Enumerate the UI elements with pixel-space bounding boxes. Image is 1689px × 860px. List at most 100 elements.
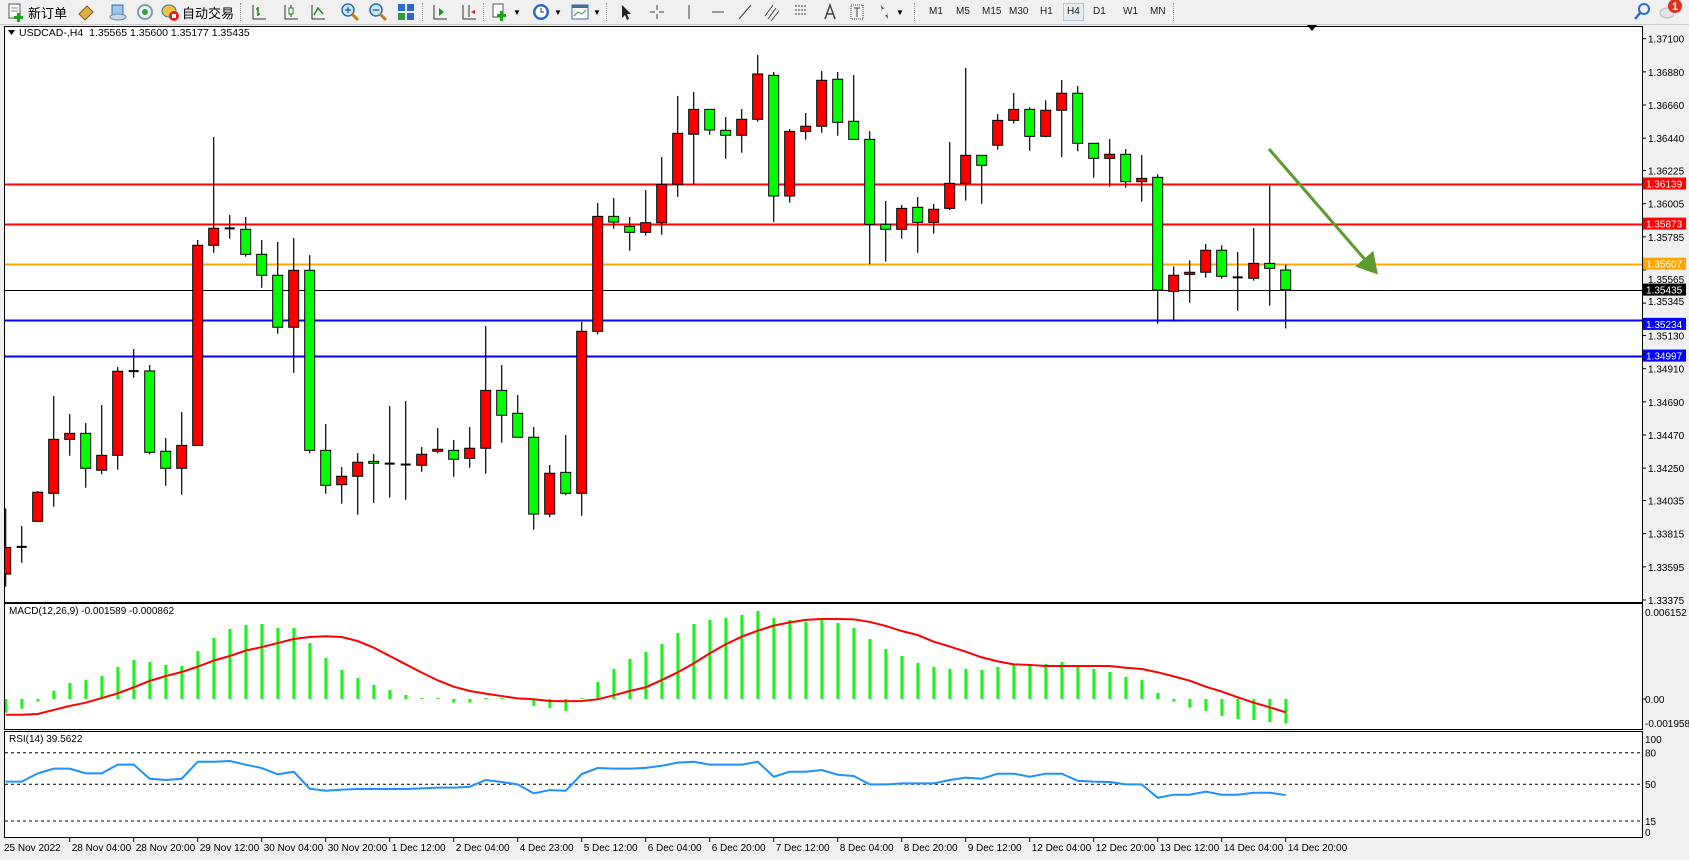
candle-body (1072, 92, 1084, 144)
candle-body (592, 215, 604, 332)
price-tick-label: 1.35345 (1648, 297, 1685, 308)
price-tick-label: 1.37100 (1648, 35, 1685, 46)
chevron-down-icon[interactable] (8, 30, 15, 35)
chevron-down-icon[interactable]: ▼ (593, 7, 601, 17)
candle-body (272, 274, 284, 328)
horizontal-line-icon (712, 11, 724, 13)
timeframe-d1[interactable]: D1 (1093, 6, 1106, 17)
candle (256, 240, 268, 288)
toolbar-separator (483, 3, 485, 21)
price-tick-label: 1.34910 (1648, 365, 1685, 376)
text-label-icon (850, 4, 864, 20)
cursor-button[interactable] (618, 2, 634, 22)
candle (400, 401, 411, 500)
new-order-icon (8, 3, 23, 22)
periods-button[interactable]: ▼ (531, 2, 562, 22)
time-label: 12 Dec 20:00 (1096, 843, 1156, 854)
candle (208, 136, 220, 253)
candle (656, 156, 668, 235)
candle-body (640, 222, 652, 233)
fibonacci-icon (795, 5, 807, 15)
text-tool-button[interactable] (823, 2, 837, 22)
new-order-label: 新订单 (28, 5, 68, 21)
chevron-down-icon[interactable]: ▼ (554, 7, 562, 17)
candle-body (1104, 153, 1116, 159)
price-tick-label: 1.35785 (1648, 233, 1685, 244)
history-button[interactable] (76, 2, 96, 22)
candle-body (96, 454, 108, 471)
autotrade-icon (161, 4, 179, 21)
signals-button[interactable] (135, 2, 155, 22)
timeframe-m5[interactable]: M5 (956, 6, 970, 17)
price-level-tags: 1.36139 1.35873 1.35607 1.35435 1.35234 1.349… (1643, 177, 1686, 363)
chevron-down-icon[interactable]: ▼ (513, 7, 521, 17)
indicators-button[interactable]: ▼ (490, 2, 521, 22)
candle-body (1248, 262, 1260, 279)
zoom-out-icon (369, 3, 388, 22)
vertical-line-button[interactable] (682, 2, 696, 22)
candle-body (432, 448, 444, 452)
candle (160, 438, 172, 486)
templates-button[interactable]: ▼ (570, 2, 601, 22)
candle-body (704, 108, 716, 131)
autotrade-button[interactable]: 自动交易 (160, 2, 234, 22)
candles (5, 54, 1292, 587)
macd-panel[interactable] (4, 603, 1643, 730)
zoom-out-button[interactable] (368, 2, 388, 22)
candle-body (112, 370, 124, 456)
zoom-in-button[interactable] (340, 2, 360, 22)
candlestick-button[interactable] (282, 2, 300, 22)
candle-body (336, 475, 348, 486)
chart-shift-marker-icon[interactable] (1307, 25, 1317, 31)
chart-shift-button[interactable] (460, 2, 478, 22)
arrows-button[interactable]: ▼ (877, 2, 904, 22)
candle-body (144, 370, 156, 453)
rsi-tick-label: 80 (1645, 749, 1657, 760)
candle (1104, 139, 1116, 187)
autoscroll-button[interactable] (431, 2, 449, 22)
candle (496, 365, 508, 443)
tile-windows-button[interactable] (396, 2, 416, 22)
horizontal-line-button[interactable] (709, 2, 727, 22)
new-order-button[interactable]: 新订单 (6, 2, 67, 22)
equidistant-channel-button[interactable] (763, 2, 781, 22)
time-label: 4 Dec 23:00 (520, 843, 574, 854)
candle-body (864, 138, 876, 225)
search-button[interactable] (1633, 2, 1651, 22)
fibonacci-button[interactable] (792, 2, 810, 22)
timeframe-m30[interactable]: M30 (1009, 6, 1029, 17)
candle-body (800, 125, 812, 132)
candle (128, 348, 139, 378)
crosshair-icon (650, 5, 664, 19)
time-label: 6 Dec 04:00 (648, 843, 702, 854)
candle (784, 128, 796, 203)
time-label: 5 Dec 12:00 (584, 843, 638, 854)
market-watch-button[interactable] (108, 2, 128, 22)
timeframe-m15[interactable]: M15 (982, 6, 1002, 17)
timeframe-mn[interactable]: MN (1150, 6, 1166, 17)
trendline-button[interactable] (736, 2, 754, 22)
line-chart-button[interactable] (309, 2, 327, 22)
crosshair-button[interactable] (648, 2, 666, 22)
timeframe-h1[interactable]: H1 (1040, 6, 1053, 17)
notifications-button[interactable]: 1 (1658, 0, 1684, 20)
text-label-button[interactable] (849, 2, 865, 22)
candle (320, 423, 332, 494)
bar-chart-button[interactable] (250, 2, 268, 22)
vertical-line-icon (688, 5, 690, 19)
trend-arrow[interactable] (1267, 148, 1378, 275)
chevron-down-icon[interactable]: ▼ (896, 7, 904, 17)
candle-body (464, 447, 476, 459)
time-label: 30 Nov 04:00 (264, 843, 324, 854)
timeframe-h4[interactable]: H4 (1063, 3, 1084, 21)
candle (16, 525, 27, 563)
candle (816, 70, 828, 133)
macd-title: MACD(12,26,9) -0.001589 -0.000862 (9, 606, 175, 617)
timeframe-w1[interactable]: W1 (1123, 6, 1138, 17)
price-level-tag-label: 1.36139 (1646, 180, 1683, 191)
timeframe-m1[interactable]: M1 (929, 6, 943, 17)
candle (912, 197, 924, 253)
candle-body (1136, 177, 1148, 183)
candle (640, 189, 652, 236)
